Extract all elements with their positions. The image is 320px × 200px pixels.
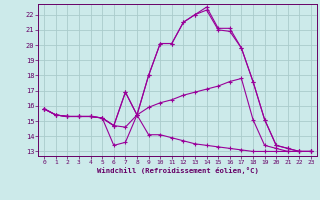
X-axis label: Windchill (Refroidissement éolien,°C): Windchill (Refroidissement éolien,°C) (97, 167, 259, 174)
